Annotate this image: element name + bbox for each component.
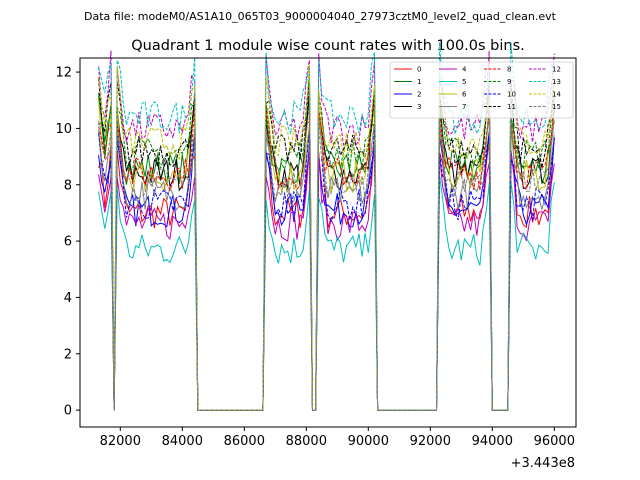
y-tick-label: 4	[64, 291, 72, 306]
legend-label-2: 2	[417, 91, 421, 99]
legend-label-14: 14	[552, 91, 561, 99]
legend-label-10: 10	[507, 91, 516, 99]
series-line-11	[98, 72, 555, 411]
series-line-7	[98, 118, 555, 411]
x-tick-label: 96000	[534, 434, 575, 449]
x-tick-label: 82000	[100, 434, 141, 449]
series-line-6	[98, 97, 555, 411]
figure-suptitle: Data file: modeM0/AS1A10_065T03_90000040…	[84, 10, 557, 23]
y-tick-label: 2	[64, 347, 72, 362]
legend-label-0: 0	[417, 66, 421, 74]
series-line-3	[98, 96, 555, 411]
y-axis: 0 2 4 6 8 10 12	[55, 66, 80, 419]
y-tick-label: 8	[64, 178, 72, 193]
legend-label-1: 1	[417, 78, 421, 86]
series-line-14	[98, 64, 555, 411]
y-tick-label: 12	[55, 66, 72, 81]
y-tick-label: 6	[64, 235, 72, 250]
series-line-13	[98, 42, 555, 411]
legend-label-15: 15	[552, 103, 561, 111]
series-line-8	[98, 97, 555, 411]
x-offset-label: +3.443e8	[511, 456, 575, 471]
legend-label-4: 4	[462, 66, 467, 74]
series-line-4	[98, 148, 555, 411]
legend-label-12: 12	[552, 66, 561, 74]
series-line-10	[98, 127, 555, 411]
x-tick-label: 86000	[224, 434, 265, 449]
legend-box	[389, 61, 574, 119]
legend-label-9: 9	[507, 78, 511, 86]
y-tick-label: 0	[64, 404, 72, 419]
x-tick-label: 88000	[286, 434, 327, 449]
series-line-5	[98, 175, 555, 411]
legend-label-3: 3	[417, 103, 421, 111]
x-axis: 82000 84000 86000 88000 90000 92000 94000 96000	[100, 427, 575, 449]
series-line-12	[98, 50, 555, 411]
legend-label-8: 8	[507, 66, 511, 74]
legend-label-6: 6	[462, 91, 467, 99]
y-tick-label: 10	[55, 122, 72, 137]
series-line-15	[98, 106, 555, 411]
chart-title: Quadrant 1 module wise count rates with …	[131, 38, 525, 54]
legend-label-7: 7	[462, 103, 466, 111]
legend-label-13: 13	[552, 78, 561, 86]
plot-lines	[98, 42, 555, 411]
x-tick-label: 92000	[410, 434, 451, 449]
x-tick-label: 84000	[162, 434, 203, 449]
x-tick-label: 90000	[348, 434, 389, 449]
axes-frame	[79, 57, 577, 428]
legend-label-11: 11	[507, 103, 516, 111]
x-tick-label: 94000	[472, 434, 513, 449]
legend-label-5: 5	[462, 78, 466, 86]
